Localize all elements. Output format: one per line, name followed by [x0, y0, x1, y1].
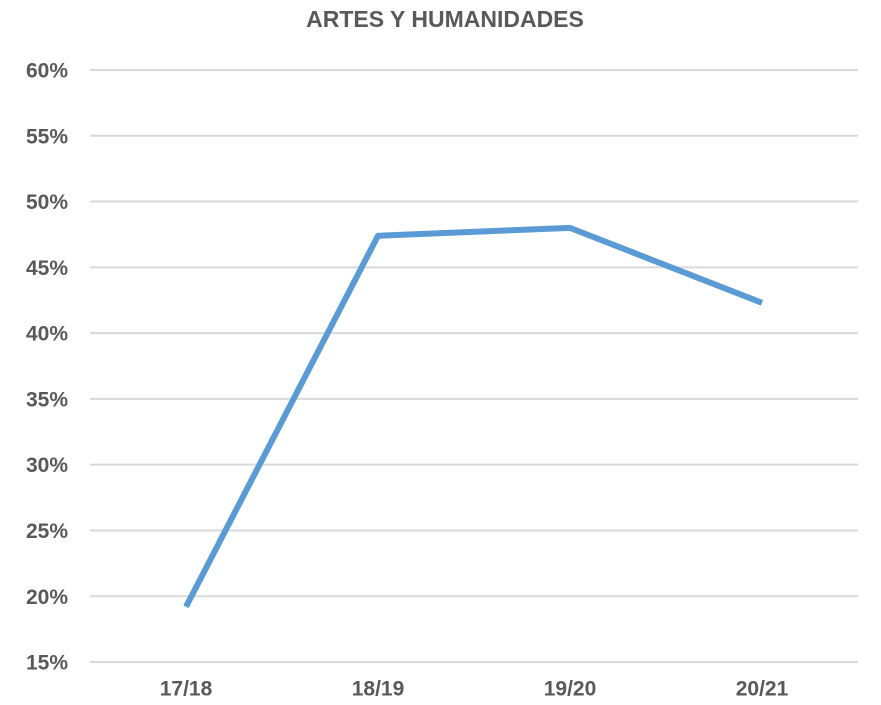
- x-tick-label: 17/18: [160, 678, 213, 701]
- x-tick-label: 20/21: [736, 678, 789, 701]
- y-tick-label: 50%: [26, 191, 68, 214]
- x-tick-label: 18/19: [352, 678, 405, 701]
- y-tick-label: 40%: [26, 323, 68, 346]
- y-tick-label: 15%: [26, 652, 68, 675]
- y-tick-label: 45%: [26, 257, 68, 280]
- y-tick-label: 25%: [26, 520, 68, 543]
- y-tick-label: 55%: [26, 125, 68, 148]
- chart-title: ARTES Y HUMANIDADES: [306, 6, 584, 32]
- y-tick-label: 60%: [26, 60, 68, 83]
- y-tick-label: 30%: [26, 454, 68, 477]
- y-tick-label: 35%: [26, 388, 68, 411]
- data-line: [183, 224, 764, 609]
- x-tick-label: 19/20: [544, 678, 597, 701]
- y-tick-label: 20%: [26, 586, 68, 609]
